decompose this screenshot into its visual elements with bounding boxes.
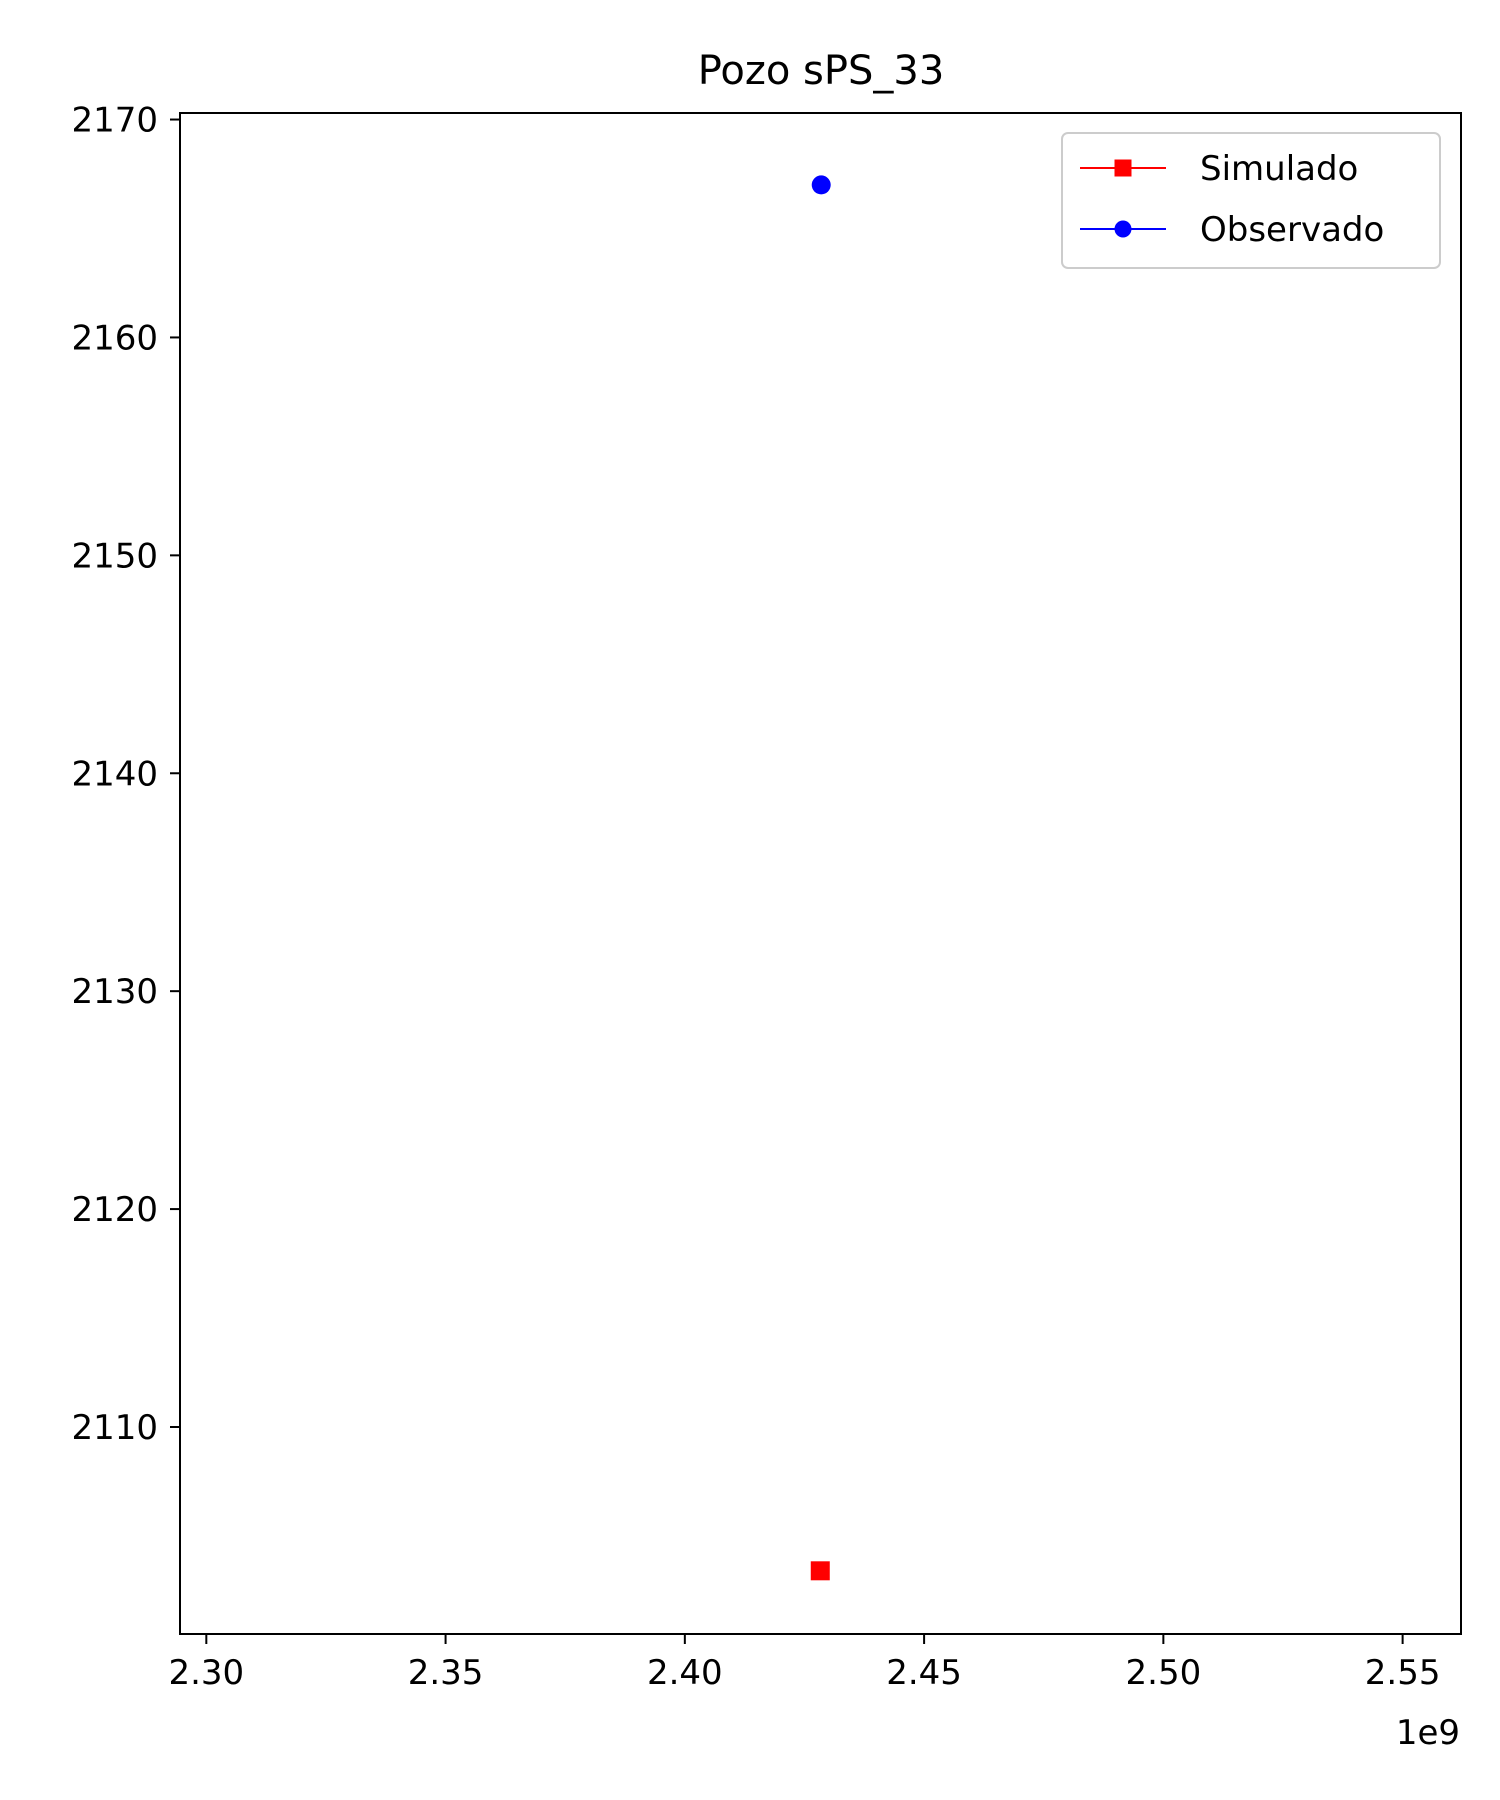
y-tick-label: 2120 <box>71 1190 158 1230</box>
legend-label-simulado: Simulado <box>1200 149 1358 189</box>
legend-frame <box>1061 132 1441 269</box>
x-tick-label: 2.55 <box>1365 1653 1441 1693</box>
legend-marker-simulado <box>1114 159 1132 177</box>
y-tick-label: 2170 <box>71 101 158 141</box>
y-tick-label: 2140 <box>71 754 158 794</box>
y-tick-label: 2150 <box>71 536 158 576</box>
y-tick-label: 2110 <box>71 1408 158 1448</box>
legend-item-simulado: Simulado <box>1080 149 1358 189</box>
x-tick-label: 2.35 <box>408 1653 484 1693</box>
y-axis: 2110 2120 2130 2140 2150 2160 2170 <box>71 101 180 1448</box>
x-tick-label: 2.40 <box>647 1653 723 1693</box>
x-axis-offset-label: 1e9 <box>1396 1713 1460 1753</box>
x-tick-label: 2.30 <box>168 1653 244 1693</box>
x-tick-label: 2.50 <box>1126 1653 1202 1693</box>
legend: Simulado Observado <box>1061 132 1441 269</box>
chart-title: Pozo sPS_33 <box>698 48 945 94</box>
x-axis: 2.30 2.35 2.40 2.45 2.50 2.55 <box>168 1634 1440 1693</box>
point-simulado <box>810 1561 830 1581</box>
legend-marker-observado <box>1114 220 1132 238</box>
point-observado <box>811 175 831 195</box>
x-tick-label: 2.45 <box>886 1653 962 1693</box>
legend-item-observado: Observado <box>1080 210 1384 250</box>
y-tick-label: 2130 <box>71 972 158 1012</box>
legend-items: Simulado Observado <box>1080 149 1384 250</box>
plot-frame <box>179 112 1462 1635</box>
legend-label-observado: Observado <box>1200 210 1384 250</box>
plot-markers <box>810 175 831 1581</box>
y-tick-label: 2160 <box>71 318 158 358</box>
